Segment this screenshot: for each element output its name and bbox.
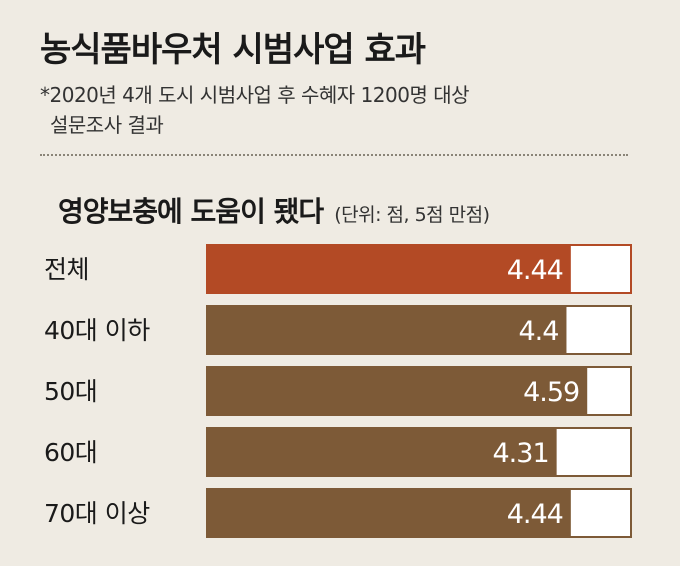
category-label: 전체: [44, 255, 89, 284]
dotted-divider: [40, 154, 628, 156]
bar-highlight: [206, 244, 571, 294]
data-label: 4.31: [493, 438, 549, 469]
survey-note-line2: 설문조사 결과: [50, 113, 164, 137]
bar: [206, 366, 588, 416]
category-label: 70대 이상: [44, 499, 150, 528]
survey-note-line1: *2020년 4개 도시 시범사업 후 수혜자 1200명 대상: [40, 83, 470, 107]
data-label: 4.44: [507, 499, 563, 530]
category-label: 40대 이하: [44, 316, 150, 345]
category-label: 50대: [44, 377, 97, 406]
bar: [206, 488, 571, 538]
category-label: 60대: [44, 438, 97, 467]
survey-note: *2020년 4개 도시 시범사업 후 수혜자 1200명 대상 설문조사 결과: [40, 80, 470, 140]
bar: [206, 427, 557, 477]
data-label: 4.59: [523, 377, 579, 408]
data-label: 4.44: [507, 255, 563, 286]
chart-subtitle-main: 영양보충에 도움이 됐다: [58, 195, 324, 228]
chart-title: 농식품바우처 시범사업 효과: [40, 30, 426, 70]
chart-subtitle: 영양보충에 도움이 됐다 (단위: 점, 5점 만점): [58, 190, 490, 230]
bar: [206, 305, 567, 355]
data-label: 4.4: [519, 316, 559, 347]
chart-unit-label: (단위: 점, 5점 만점): [334, 204, 490, 226]
